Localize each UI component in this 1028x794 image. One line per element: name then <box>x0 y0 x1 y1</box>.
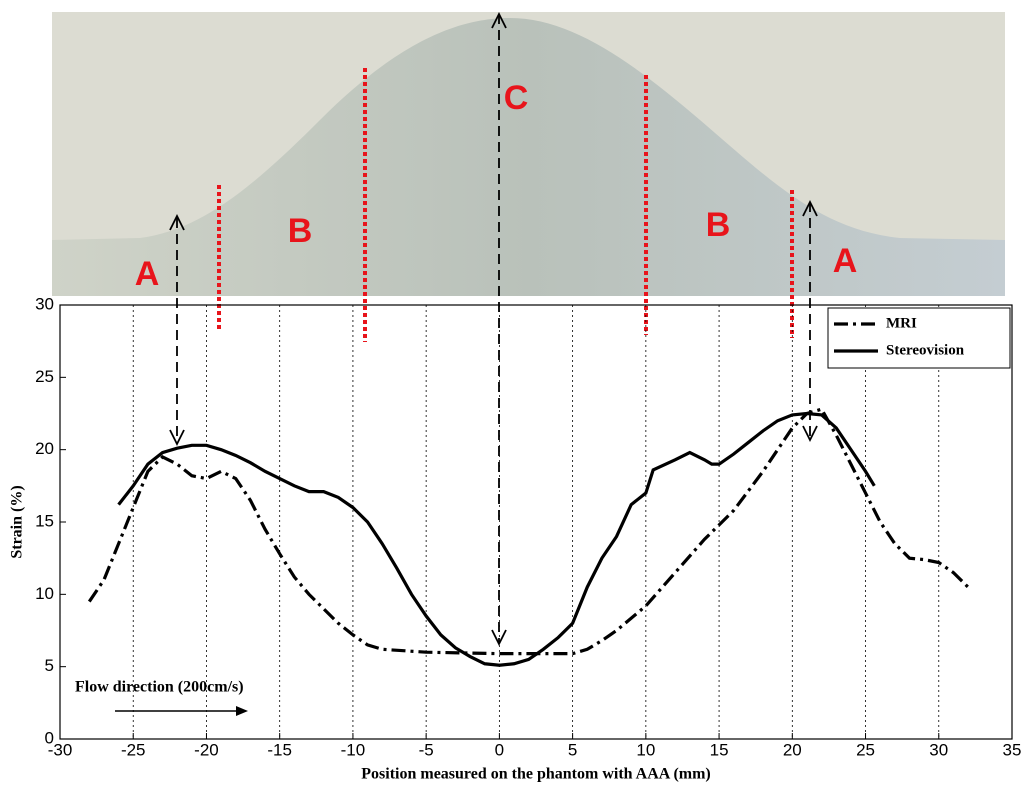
x-tick-label: 10 <box>636 740 655 759</box>
legend: MRI Stereovision <box>827 307 1011 369</box>
x-tick-label: 5 <box>568 740 577 759</box>
y-tick-label: 25 <box>35 367 54 386</box>
y-tick-label: 0 <box>45 728 54 747</box>
legend-box <box>827 307 1011 369</box>
x-tick-label: -5 <box>419 740 434 759</box>
x-tick-label: 30 <box>929 740 948 759</box>
region-label: C <box>504 79 529 117</box>
y-tick-label: 10 <box>35 584 54 603</box>
y-tick-label: 30 <box>35 294 54 313</box>
region-label: B <box>288 212 313 250</box>
y-tick-label: 15 <box>35 511 54 530</box>
x-tick-label: 25 <box>856 740 875 759</box>
x-tick-label: -20 <box>194 740 219 759</box>
series-line <box>87 407 970 656</box>
x-tick-label: -25 <box>121 740 146 759</box>
red-dividers <box>217 68 794 342</box>
x-tick-label: 15 <box>710 740 729 759</box>
flow-arrow <box>115 706 248 716</box>
region-label: B <box>706 206 731 244</box>
x-tick-label: -10 <box>341 740 366 759</box>
axes-frame <box>59 304 1013 740</box>
x-tick-label: 0 <box>495 740 504 759</box>
y-tick-label: 5 <box>45 656 54 675</box>
plot-area: -30 -25 -20 -15 -10 -5 0 5 10 15 20 25 30 35 0 5 10 15 20 2… <box>35 294 1021 759</box>
legend-label: Stereovision <box>886 342 965 358</box>
series-line <box>117 411 876 667</box>
phantom-photo <box>52 12 1005 296</box>
x-axis-label: Position measured on the phantom with AA… <box>361 766 711 783</box>
flow-label: Flow direction (200cm/s) <box>75 679 244 696</box>
x-tick-label: 35 <box>1003 740 1022 759</box>
x-tick-label: -30 <box>48 740 73 759</box>
y-axis-label: Strain (%) <box>9 485 26 558</box>
y-tick-label: 20 <box>35 439 54 458</box>
region-label: A <box>135 255 160 293</box>
legend-label: MRI <box>886 315 917 331</box>
dashed-arrows <box>169 11 818 647</box>
region-label: A <box>833 242 858 280</box>
x-tick-label: 20 <box>783 740 802 759</box>
x-tick-label: -15 <box>267 740 292 759</box>
